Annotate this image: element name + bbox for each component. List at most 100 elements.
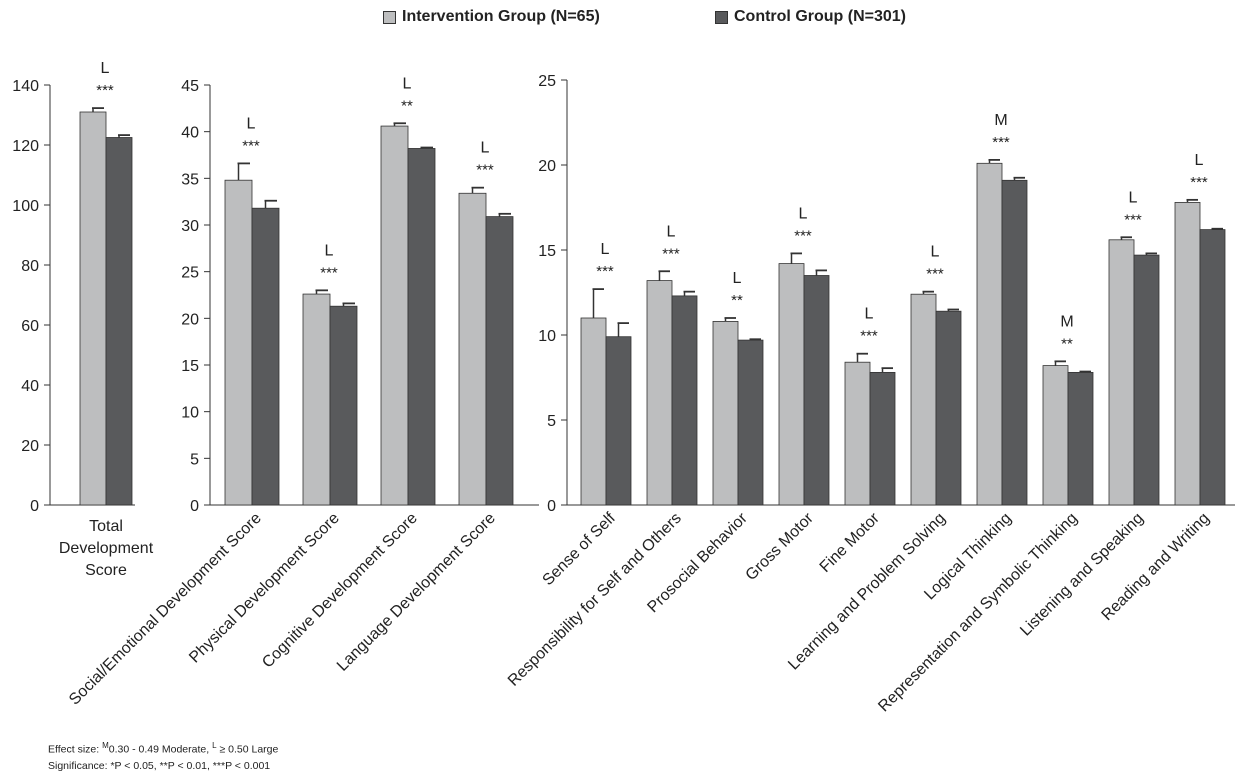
- bar-intervention: [1042, 365, 1069, 506]
- significance-stars: **: [1061, 335, 1073, 352]
- bar-intervention: [646, 280, 673, 506]
- y-tick-label: 80: [21, 258, 39, 275]
- bar-intervention: [79, 111, 107, 506]
- x-tick-label: Language Development Score: [334, 510, 499, 675]
- x-tick-label: Listening and Speaking: [1017, 510, 1147, 640]
- effect-size-label: L: [601, 241, 610, 258]
- significance-stars: ***: [1190, 174, 1208, 191]
- significance-stars: ***: [596, 263, 614, 280]
- bar-intervention: [844, 361, 871, 506]
- bar-control: [1199, 229, 1226, 506]
- bar-intervention: [910, 293, 937, 506]
- bar-control: [1001, 179, 1028, 506]
- y-tick-label: 0: [30, 498, 39, 515]
- significance-stars: ***: [794, 227, 812, 244]
- bar-control: [869, 371, 896, 506]
- x-tick-label: Reading and Writing: [1098, 510, 1212, 624]
- y-tick-label: 40: [21, 378, 39, 395]
- bar-intervention: [1108, 239, 1135, 506]
- legend-label-intervention: Intervention Group (N=65): [402, 8, 600, 25]
- effect-size-label: L: [325, 242, 334, 259]
- effect-size-l-text: ≥ 0.50 Large: [216, 743, 279, 756]
- y-tick-label: 30: [181, 218, 199, 235]
- chart-notes: Effect size: M0.30 - 0.49 Moderate, L ≥ …: [48, 738, 278, 774]
- x-tick-label: Development: [59, 540, 154, 557]
- bar-intervention: [380, 125, 409, 506]
- effect-size-label: L: [403, 75, 412, 92]
- significance-stars: **: [401, 97, 413, 114]
- bar-intervention: [580, 317, 607, 506]
- bar-intervention: [976, 162, 1003, 506]
- legend-swatch-intervention: [383, 10, 396, 24]
- y-tick-label: 15: [181, 358, 199, 375]
- significance-stars: ***: [860, 328, 878, 345]
- legend-item-intervention: Intervention Group (N=65): [383, 8, 600, 26]
- bar-control: [935, 310, 962, 506]
- significance-stars: ***: [242, 137, 260, 154]
- bar-control: [1067, 371, 1094, 506]
- y-tick-label: 40: [181, 125, 199, 142]
- y-tick-label: 45: [181, 78, 199, 95]
- x-tick-label: Fine Motor: [817, 509, 884, 576]
- significance-note: Significance: *P < 0.05, **P < 0.01, ***…: [48, 759, 271, 772]
- x-tick-label: Score: [85, 562, 127, 579]
- bar-control: [803, 275, 830, 506]
- effect-size-label: M: [1060, 313, 1073, 330]
- effect-size-label: L: [931, 244, 940, 261]
- effect-size-l-sup: L: [212, 741, 217, 750]
- y-tick-label: 20: [21, 438, 39, 455]
- effect-size-m-text: 0.30 - 0.49 Moderate,: [108, 743, 213, 756]
- effect-size-note: Effect size: M0.30 - 0.49 Moderate, L ≥ …: [48, 738, 278, 758]
- y-tick-label: 20: [538, 158, 556, 175]
- y-tick-label: 35: [181, 171, 199, 188]
- y-tick-label: 10: [181, 405, 199, 422]
- y-tick-label: 25: [181, 265, 199, 282]
- bar-control: [605, 336, 632, 506]
- bar-control: [251, 207, 280, 506]
- significance-stars: **: [731, 292, 743, 309]
- effect-size-label: M: [994, 112, 1007, 129]
- bar-control: [1133, 254, 1160, 506]
- y-tick-label: 15: [538, 243, 556, 260]
- effect-size-label: L: [247, 115, 256, 132]
- y-tick-label: 25: [538, 73, 556, 90]
- x-tick-label: Physical Development Score: [186, 510, 343, 667]
- x-tick-label: Total: [89, 518, 123, 535]
- legend-label-control: Control Group (N=301): [734, 8, 907, 25]
- bar-intervention: [458, 192, 487, 506]
- bar-intervention: [224, 179, 253, 506]
- bar-intervention: [1174, 201, 1201, 506]
- y-tick-label: 0: [547, 498, 556, 515]
- bar-intervention: [778, 263, 805, 506]
- bar-control: [407, 148, 436, 506]
- significance-stars: ***: [992, 134, 1010, 151]
- legend-item-control: Control Group (N=301): [715, 8, 906, 26]
- effect-size-label: L: [1129, 189, 1138, 206]
- effect-size-label: L: [799, 205, 808, 222]
- effect-size-label: L: [1195, 152, 1204, 169]
- effect-size-m-sup: M: [102, 741, 109, 750]
- significance-stars: ***: [96, 82, 114, 99]
- y-tick-label: 60: [21, 318, 39, 335]
- y-tick-label: 10: [538, 328, 556, 345]
- y-tick-label: 5: [190, 451, 199, 468]
- significance-stars: ***: [662, 245, 680, 262]
- effect-size-label: L: [481, 140, 490, 157]
- effect-size-prefix: Effect size:: [48, 743, 103, 756]
- bar-control: [485, 216, 514, 506]
- bar-intervention: [712, 320, 739, 506]
- y-tick-label: 0: [190, 498, 199, 515]
- bar-control: [671, 295, 698, 506]
- effect-size-label: L: [733, 270, 742, 287]
- bar-intervention: [302, 293, 331, 506]
- significance-stars: ***: [926, 266, 944, 283]
- x-tick-label: Cognitive Development Score: [259, 510, 421, 672]
- bar-control: [329, 305, 358, 506]
- legend-swatch-control: [715, 10, 728, 24]
- effect-size-label: L: [667, 223, 676, 240]
- chart-panel-1: 0 20 40 60 80 100 120 140 L *** Total Development Sc…: [12, 60, 153, 579]
- legend: Intervention Group (N=65) Control Group …: [0, 8, 1235, 30]
